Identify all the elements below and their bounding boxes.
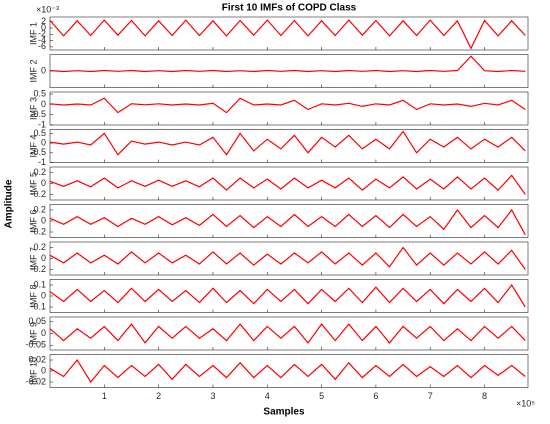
y-tick-label: 0 [41,215,46,225]
panel-frame [49,204,529,238]
y-tick-label: 0 [41,22,46,32]
x-tick-label: 3 [210,391,215,401]
y-tick-label: -2 [38,29,46,39]
y-tick-label: 0.2 [33,167,46,177]
x-tick-label: 2 [156,391,161,401]
y-tick-label: 0.2 [33,204,46,214]
y-tick-label: -1 [38,157,46,167]
panel-frame [49,316,529,351]
y-tick-label: 0 [41,99,46,109]
panel-label: IMF 3 [28,97,38,120]
y-tick-label: -0.5 [30,147,46,157]
y-tick-label: 0 [41,65,46,75]
y-tick-label: 0.2 [33,242,46,252]
y-tick-label: -0.2 [30,264,46,274]
x-tick-label: 1 [102,391,107,401]
panel-label: IMF 1 [28,22,38,45]
y-tick-label: 0.5 [33,88,46,98]
panel-label: IMF 9 [28,322,38,345]
panel-label: IMF 6 [28,209,38,232]
panel-label: IMF 8 [28,284,38,307]
panel-label: IMF 2 [28,59,38,82]
panel-frame [49,91,529,126]
signal-line [49,283,526,308]
y-tick-label: 0.02 [28,354,46,364]
y-tick-label: 0 [41,290,46,300]
y-tick-label: -1 [38,119,46,129]
panel-label: IMF 10 [28,357,38,385]
x-tick-label: 7 [428,391,433,401]
panel-frame [49,354,529,388]
y-tick-label: -0.2 [30,226,46,236]
y-tick-label: -6 [38,41,46,51]
panel-frame [49,129,529,163]
y-tick-label: 0 [41,365,46,375]
y-tick-label: -0.02 [25,376,46,386]
y-tick-label: 0.5 [33,128,46,138]
signal-line [49,246,526,270]
y-tick-label: 0 [41,328,46,338]
y-tick-label: -0.5 [30,109,46,119]
y-multiplier: ×10⁻³ [36,4,59,14]
panel-label: IMF 7 [28,247,38,270]
panel-frame [49,279,529,313]
y-tick-label: 0 [41,178,46,188]
y-tick-label: -0.1 [30,301,46,311]
y-tick-label: 0 [41,253,46,263]
signal-line [49,358,526,384]
x-multiplier: ×10⁵ [516,398,535,408]
x-tick-label: 5 [319,391,324,401]
panel-label: IMF 4 [28,134,38,157]
x-tick-label: 8 [482,391,487,401]
signal-line [49,19,526,50]
y-tick-label: -0.05 [25,340,46,350]
x-axis-label: Samples [263,407,305,418]
y-tick-label: 0 [41,137,46,147]
y-tick-label: -0.2 [30,189,46,199]
signal-line [49,130,526,156]
chart-title: First 10 IMFs of COPD Class [222,3,357,14]
signal-line [49,323,526,344]
y-axis-label: Amplitude [4,179,15,228]
signal-line [49,97,526,114]
y-tick-label: -4 [38,35,46,45]
panel-label: IMF 5 [28,172,38,195]
y-tick-label: 2 [41,16,46,26]
y-tick-label: 0.1 [33,279,46,289]
panel-frame [49,241,529,276]
x-tick-label: 6 [373,391,378,401]
signal-line [49,55,526,73]
panel-frame [49,166,529,201]
x-tick-label: 4 [265,391,270,401]
signal-line [49,174,526,195]
signal-line [49,208,526,236]
y-tick-label: 0.05 [28,316,46,326]
